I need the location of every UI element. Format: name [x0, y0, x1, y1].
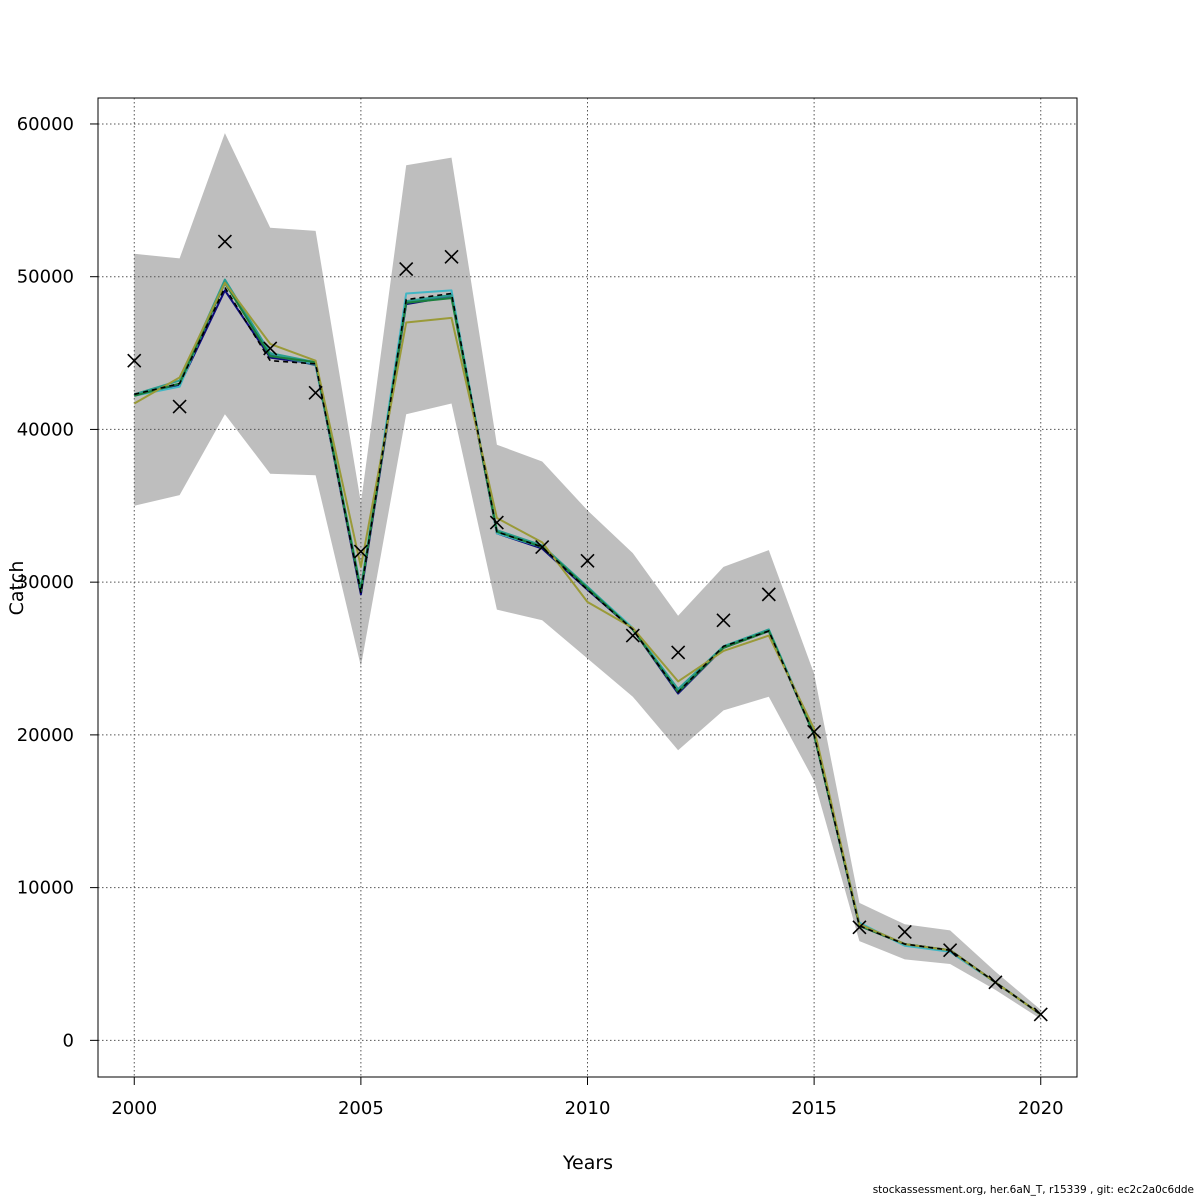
- observed-point-stroke: [852, 920, 867, 935]
- x-tick-label-2015: 2015: [791, 1098, 837, 1119]
- estimate-dashed-line: [134, 285, 1042, 1016]
- observed-point-2000: [127, 353, 142, 368]
- observed-point-2004: [308, 385, 323, 400]
- observed-point-stroke: [716, 613, 731, 628]
- series-layer: [133, 278, 1042, 1016]
- observed-point-stroke: [489, 515, 504, 530]
- confidence-band: [134, 133, 1041, 1020]
- y-tick-label-0: 0: [63, 1030, 74, 1051]
- y-axis-title: Catch: [6, 561, 28, 616]
- x-axis-title: Years: [562, 1152, 613, 1174]
- observed-point-stroke: [172, 399, 187, 414]
- observed-point-2002: [217, 234, 232, 249]
- observed-point-2009: [535, 539, 550, 555]
- observed-point-stroke: [127, 353, 142, 368]
- observed-point-stroke: [535, 539, 550, 555]
- observed-point-2015: [807, 724, 822, 739]
- observed-point-2005: [353, 544, 368, 559]
- footer-credit: stockassessment.org, her.6aN_T, r15339 ,…: [872, 1184, 1194, 1196]
- y-tick-label-20000: 20000: [17, 725, 74, 746]
- observed-point-stroke: [353, 544, 368, 559]
- observed-point-stroke: [217, 234, 232, 249]
- observed-point-stroke: [444, 249, 459, 264]
- observed-point-2020: [1033, 1007, 1048, 1022]
- x-tick-label-2020: 2020: [1018, 1098, 1064, 1119]
- observed-point-stroke: [399, 261, 414, 277]
- observed-point-stroke: [1033, 1007, 1048, 1022]
- x-tick-label-2010: 2010: [565, 1098, 611, 1119]
- observed-point-2018: [943, 943, 958, 958]
- observed-point-stroke: [263, 341, 278, 356]
- axis-layer: 2000 2005 2010 2015 2020 0 10000 20000 30000 4000…: [17, 114, 1064, 1119]
- observed-point-stroke: [988, 975, 1003, 990]
- observed-point-2010: [580, 553, 595, 568]
- observed-point-stroke: [671, 645, 686, 660]
- observed-point-2017: [897, 924, 912, 939]
- y-tick-label-30000: 30000: [17, 572, 74, 593]
- observed-point-stroke: [761, 587, 776, 602]
- observed-point-stroke: [807, 724, 822, 739]
- observed-markers-layer: [127, 234, 1048, 1022]
- observed-point-2003: [263, 341, 278, 356]
- observed-point-stroke: [625, 628, 640, 643]
- y-tick-label-50000: 50000: [17, 267, 74, 288]
- observed-point-2007: [444, 249, 459, 264]
- observed-point-2008: [489, 515, 504, 530]
- x-tick-label-2005: 2005: [338, 1098, 384, 1119]
- observed-point-stroke: [580, 553, 595, 568]
- observed-point-2019: [988, 975, 1003, 990]
- observed-point-2011: [625, 628, 640, 643]
- observed-point-2013: [716, 613, 731, 628]
- observed-point-2016: [852, 920, 867, 935]
- y-tick-label-40000: 40000: [17, 419, 74, 440]
- y-tick-label-10000: 10000: [17, 878, 74, 899]
- observed-point-2001: [172, 399, 187, 414]
- observed-point-stroke: [943, 943, 958, 958]
- confidence-band-layer: [134, 133, 1041, 1020]
- observed-point-2012: [671, 645, 686, 660]
- observed-point-2014: [761, 587, 776, 602]
- observed-point-stroke: [897, 924, 912, 939]
- observed-point-stroke: [308, 385, 323, 400]
- observed-point-2006: [399, 261, 414, 277]
- y-tick-label-60000: 60000: [17, 114, 74, 135]
- x-tick-label-2000: 2000: [111, 1098, 157, 1119]
